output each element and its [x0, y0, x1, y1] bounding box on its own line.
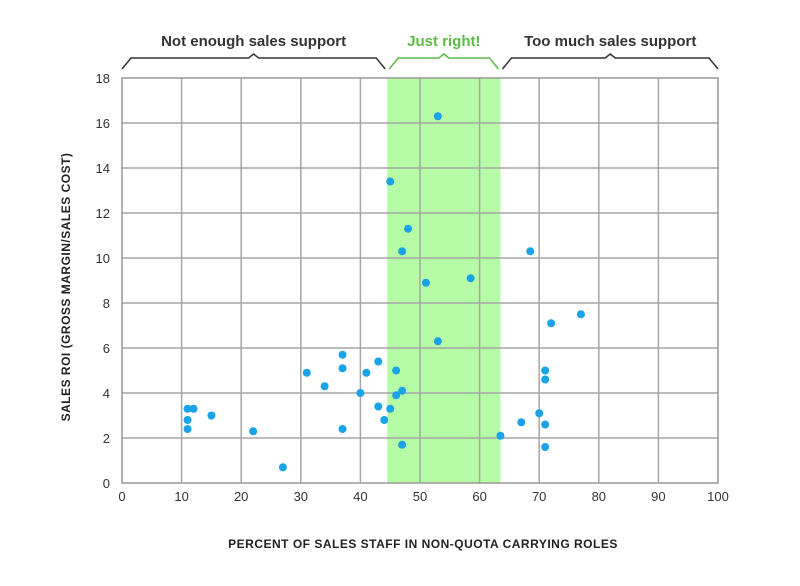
- y-tick-label: 12: [96, 206, 110, 221]
- data-point: [433, 112, 442, 121]
- data-point: [398, 440, 407, 449]
- y-tick-label: 0: [103, 476, 110, 491]
- data-point: [517, 418, 526, 427]
- x-tick-label: 90: [651, 489, 665, 504]
- region-label: Too much sales support: [524, 33, 696, 50]
- y-tick-label: 6: [103, 341, 110, 356]
- data-point: [338, 425, 347, 433]
- plot-frame: [121, 77, 719, 484]
- data-point: [398, 247, 407, 256]
- y-tick-label: 4: [103, 386, 110, 401]
- y-tick-label: 18: [96, 71, 110, 86]
- data-point: [541, 443, 550, 451]
- y-tick-label: 10: [96, 251, 110, 266]
- data-point: [541, 420, 550, 429]
- data-point: [356, 389, 365, 397]
- data-point: [249, 427, 258, 436]
- data-point: [183, 404, 192, 413]
- data-point: [374, 357, 383, 366]
- y-tick-label: 8: [103, 296, 110, 311]
- grid-lines: [122, 78, 718, 483]
- x-axis-ticks: 0 10 20 30 40 50 60 70 80 90 100: [118, 489, 728, 504]
- data-point: [433, 337, 442, 346]
- data-point: [302, 368, 311, 377]
- data-point: [183, 416, 192, 424]
- data-point: [380, 416, 389, 424]
- data-point: [374, 402, 383, 411]
- x-tick-label: 80: [592, 489, 606, 504]
- data-point: [541, 366, 550, 375]
- data-point: [421, 278, 430, 287]
- data-point: [398, 386, 407, 395]
- data-point: [320, 382, 329, 391]
- data-point: [496, 431, 505, 440]
- data-point: [576, 310, 585, 319]
- x-tick-label: 70: [532, 489, 546, 504]
- x-tick-label: 20: [234, 489, 248, 504]
- y-axis-ticks: 0 2 4 6 8 10 12 14 16 18: [96, 71, 110, 491]
- data-point: [207, 411, 216, 420]
- y-tick-label: 2: [103, 431, 110, 446]
- x-tick-label: 10: [174, 489, 188, 504]
- data-point: [183, 425, 192, 433]
- region-label: Not enough sales support: [161, 33, 346, 50]
- data-point: [541, 375, 550, 384]
- y-tick-label: 16: [96, 116, 110, 131]
- y-tick-label: 14: [96, 161, 110, 176]
- data-point: [362, 368, 371, 377]
- highlight-band: [387, 78, 501, 483]
- data-point: [338, 350, 347, 359]
- region-label: Just right!: [407, 33, 480, 50]
- x-tick-label: 0: [118, 489, 125, 504]
- data-point: [466, 274, 475, 283]
- data-point: [404, 224, 413, 233]
- region-bracket: [388, 53, 500, 70]
- x-axis-title: PERCENT OF SALES STAFF IN NON-QUOTA CARR…: [228, 537, 618, 551]
- x-tick-label: 50: [413, 489, 427, 504]
- x-tick-label: 40: [353, 489, 367, 504]
- data-point: [338, 364, 347, 373]
- x-tick-label: 100: [707, 489, 729, 504]
- x-tick-label: 30: [294, 489, 308, 504]
- data-point: [278, 463, 287, 472]
- x-tick-label: 60: [472, 489, 486, 504]
- data-point: [526, 247, 535, 256]
- y-axis-title: SALES ROI (GROSS MARGIN/SALES COST): [59, 153, 73, 422]
- data-point: [386, 177, 395, 186]
- data-point: [386, 404, 395, 413]
- data-point: [392, 391, 401, 400]
- region-bracket: [121, 53, 386, 70]
- data-point: [547, 319, 556, 328]
- data-points: [183, 112, 585, 472]
- data-point: [535, 409, 544, 418]
- data-point: [189, 404, 198, 413]
- region-brackets: Not enough sales support Just right! Too m…: [121, 33, 719, 70]
- data-point: [392, 366, 401, 375]
- region-bracket: [501, 53, 719, 70]
